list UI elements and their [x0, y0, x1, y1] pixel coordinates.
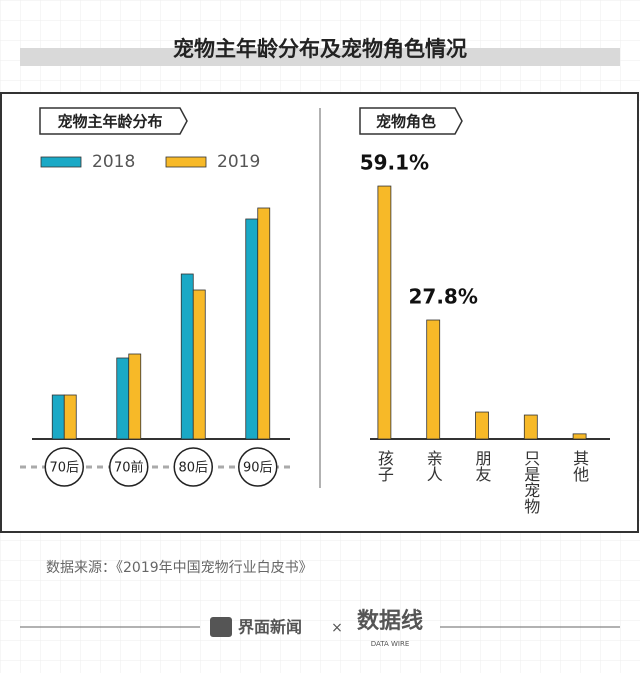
panel-tag	[39, 107, 188, 135]
logo-sub: DATA WIRE	[371, 640, 410, 648]
panel-title: 宠物主年龄分布	[57, 113, 162, 131]
category-circle	[109, 447, 149, 487]
x-tick-label: 亲人	[424, 450, 443, 482]
bar	[51, 394, 65, 440]
bar	[180, 273, 194, 440]
bar	[523, 414, 538, 440]
x-tick-label: 80后	[178, 461, 208, 476]
source: 数据来源：《2019年中国宠物行业白皮书》	[46, 560, 313, 576]
bar	[245, 218, 259, 440]
legend-label: 2018	[92, 152, 135, 172]
bar	[257, 207, 271, 440]
separator: ×	[331, 620, 343, 636]
main-title: 宠物主年龄分布及宠物角色情况	[173, 37, 467, 61]
x-tick-label: 70后	[49, 461, 79, 476]
title-band	[20, 48, 620, 66]
bar	[63, 394, 77, 440]
bar	[116, 357, 130, 440]
x-tick-label: 70前	[114, 460, 144, 476]
legend-swatch	[40, 156, 82, 168]
legend-label: 2019	[217, 152, 260, 172]
value-label: 27.8%	[409, 285, 478, 309]
x-tick-label: 朋友	[473, 450, 492, 482]
bar	[572, 433, 587, 440]
logo: 数据线	[357, 608, 423, 634]
category-circle	[44, 447, 84, 487]
bar	[192, 289, 206, 440]
x-tick-label: 90后	[243, 461, 273, 476]
value-label: 59.1%	[360, 151, 429, 175]
category-circle	[238, 447, 278, 487]
bar	[377, 185, 392, 440]
category-circle	[173, 447, 213, 487]
panel-title: 宠物角色	[376, 113, 436, 131]
brand-icon	[210, 617, 232, 637]
bar	[426, 319, 441, 440]
bar	[475, 411, 489, 440]
x-tick-label: 只是宠物	[521, 450, 540, 515]
brand: 界面新闻	[238, 618, 302, 637]
x-tick-label: 其他	[570, 450, 589, 483]
x-tick-label: 孩子	[375, 450, 394, 482]
legend-swatch	[165, 156, 207, 168]
panel-tag	[359, 107, 463, 135]
bar	[128, 353, 142, 440]
